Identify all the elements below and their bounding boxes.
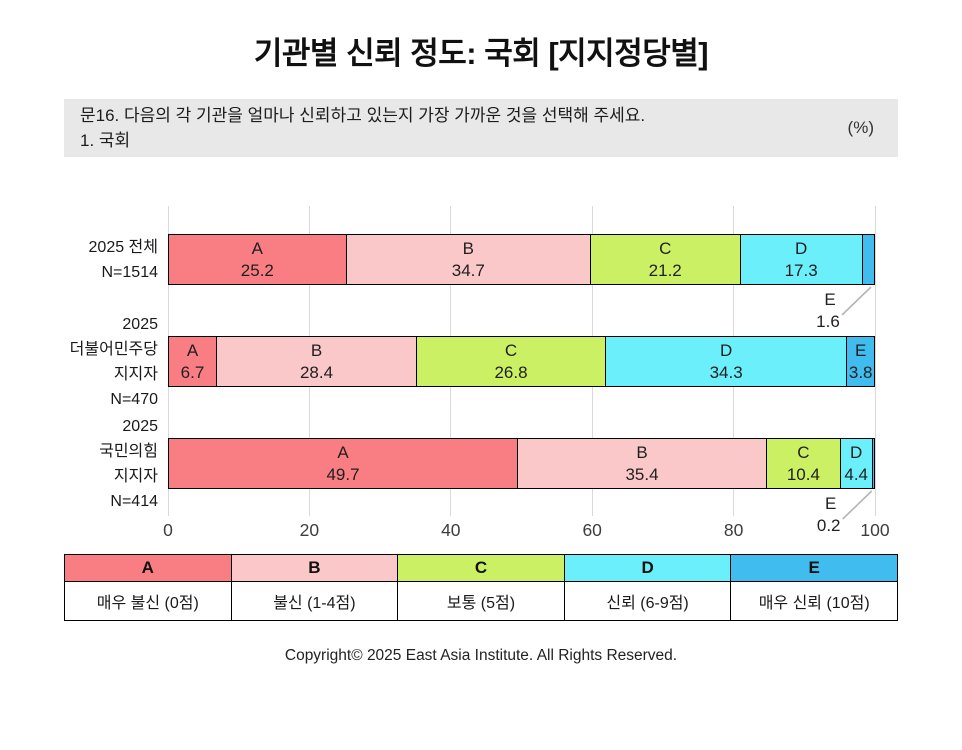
bar-row-0: A 25.2 B 34.7 C 21.2 D 17.3 xyxy=(168,234,875,285)
legend-table: A B C D E 매우 불신 (0점) 불신 (1-4점) 보통 (5점) 신… xyxy=(64,554,898,621)
x-tick-40: 40 xyxy=(441,520,461,540)
segment-letter: C xyxy=(797,442,810,462)
bar-segment-A: A 25.2 xyxy=(169,235,347,284)
segment-letter: D xyxy=(795,238,808,258)
legend-letter-a: A xyxy=(64,554,232,582)
bar-segment-A: A 6.7 xyxy=(169,337,217,386)
segment-value: 25.2 xyxy=(240,260,274,280)
legend-label-d: 신뢰 (6-9점) xyxy=(563,581,732,621)
x-tick-60: 60 xyxy=(582,520,602,540)
bar-row-2: A 49.7 B 35.4 C 10.4 D 4.4 xyxy=(168,438,875,489)
legend-letter-e: E xyxy=(730,554,898,582)
row-label-0: 2025 전체 N=1514 xyxy=(8,235,158,285)
bar-segment-B: B 35.4 xyxy=(518,439,767,488)
legend-label-b: 불신 (1-4점) xyxy=(230,581,399,621)
legend-label-e: 매우 신뢰 (10점) xyxy=(730,581,898,621)
segment-letter: D xyxy=(720,340,733,360)
segment-letter: B xyxy=(462,238,474,258)
segment-value: 3.8 xyxy=(848,362,873,382)
row-label-line: 지지자 xyxy=(113,467,158,485)
legend-description-row: 매우 불신 (0점) 불신 (1-4점) 보통 (5점) 신뢰 (6-9점) 매… xyxy=(64,581,898,621)
callout-leader-line xyxy=(841,286,872,316)
segment-value: 26.8 xyxy=(494,362,528,382)
stacked-bar-chart: 0 20 40 60 80 100 2025 전체 N=1514 A 25.2 B 34.7 C 21.2… xyxy=(0,204,962,544)
bar-row-1: A 6.7 B 28.4 C 26.8 D 34.3 E 3.8 xyxy=(168,336,875,387)
segment-value: 49.7 xyxy=(326,464,360,484)
row-label-line: 지지자 xyxy=(113,365,158,383)
segment-value: 17.3 xyxy=(784,260,818,280)
bar-segment-C: C 26.8 xyxy=(417,337,606,386)
segment-letter: C xyxy=(659,238,672,258)
bar-segment-D: D 4.4 xyxy=(840,439,873,488)
segment-value: 6.7 xyxy=(180,362,205,382)
question-line-1: 문16. 다음의 각 기관을 얼마나 신뢰하고 있는지 가장 가까운 것을 선택… xyxy=(80,106,646,125)
legend-letter-b: B xyxy=(230,554,399,582)
row-label-line: 국민의힘 xyxy=(99,442,158,460)
bar-segment-B: B 28.4 xyxy=(216,337,418,386)
percent-unit-label: (%) xyxy=(847,118,874,137)
segment-letter: D xyxy=(850,442,863,462)
segment-value: 34.3 xyxy=(709,362,743,382)
question-text: 문16. 다음의 각 기관을 얼마나 신뢰하고 있는지 가장 가까운 것을 선택… xyxy=(80,103,645,153)
question-line-2: 1. 국회 xyxy=(80,131,131,150)
segment-letter: A xyxy=(337,442,349,462)
x-tick-20: 20 xyxy=(299,520,320,540)
bar-segment-D: D 17.3 xyxy=(740,235,863,284)
row-label-line: N=470 xyxy=(110,390,158,408)
segment-value: 35.4 xyxy=(625,464,659,484)
row-label-line: 2025 xyxy=(122,417,158,435)
segment-value: 34.7 xyxy=(451,260,485,280)
copyright-text: Copyright© 2025 East Asia Institute. All… xyxy=(284,647,678,664)
bar-segment-E: E 3.8 xyxy=(847,337,874,386)
row-label-line: N=1514 xyxy=(101,263,159,281)
row-label-line: 더불어민주당 xyxy=(69,340,158,358)
bar-segment-B: B 34.7 xyxy=(346,235,591,284)
row-label-line: 2025 전체 xyxy=(88,238,158,256)
segment-letter: A xyxy=(251,238,263,258)
bar-segment-A: A 49.7 xyxy=(169,439,519,488)
x-tick-80: 80 xyxy=(723,520,744,540)
bar-segment-C: C 10.4 xyxy=(766,439,841,488)
callout-value-E: 1.6 xyxy=(816,312,840,331)
bar-segment-E xyxy=(862,235,874,284)
legend-header-row: A B C D E xyxy=(64,554,898,582)
callout-value-E: 0.2 xyxy=(816,516,841,535)
segment-value: 21.2 xyxy=(648,260,682,280)
segment-value: 10.4 xyxy=(786,464,820,484)
legend-letter-c: C xyxy=(397,554,565,582)
x-tick-0: 0 xyxy=(163,520,173,540)
legend-label-c: 보통 (5점) xyxy=(397,581,565,621)
page-title: 기관별 신뢰 정도: 국회 [지지정당별] xyxy=(253,36,709,71)
segment-letter: C xyxy=(504,340,518,360)
callout-leader-line xyxy=(842,490,873,520)
legend-letter-d: D xyxy=(563,554,732,582)
legend-label-a: 매우 불신 (0점) xyxy=(64,581,232,621)
callout-letter-E: E xyxy=(824,290,836,309)
segment-value: 4.4 xyxy=(844,464,868,484)
x-tick-100: 100 xyxy=(860,520,890,540)
segment-letter: E xyxy=(855,340,867,360)
segment-letter: B xyxy=(310,340,323,360)
row-label-line: N=414 xyxy=(110,492,158,510)
segment-letter: A xyxy=(186,340,199,360)
question-box: 문16. 다음의 각 기관을 얼마나 신뢰하고 있는지 가장 가까운 것을 선택… xyxy=(64,99,898,157)
bar-segment-E xyxy=(872,439,874,488)
segment-value: 28.4 xyxy=(299,362,334,382)
row-label-line: 2025 xyxy=(122,315,158,333)
gridline-100 xyxy=(874,206,876,516)
report-page: 기관별 신뢰 정도: 국회 [지지정당별] 문16. 다음의 각 기관을 얼마나… xyxy=(0,28,962,750)
segment-letter: B xyxy=(636,442,648,462)
bar-segment-C: C 21.2 xyxy=(590,235,741,284)
bar-segment-D: D 34.3 xyxy=(605,337,848,386)
callout-letter-E: E xyxy=(825,494,837,513)
